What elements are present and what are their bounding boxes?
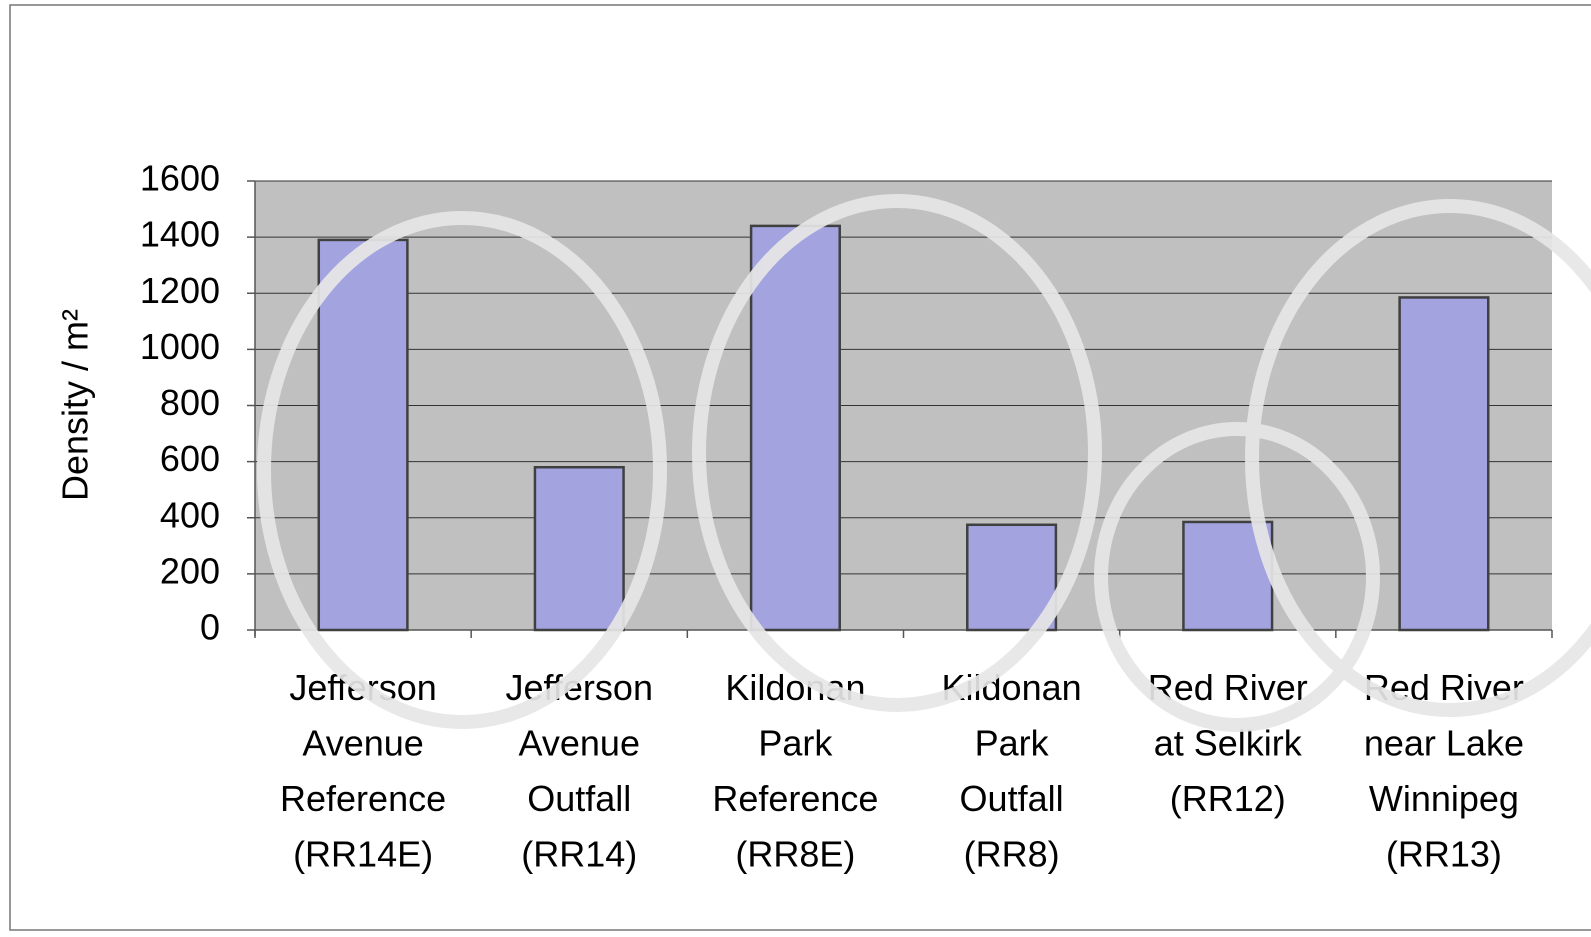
y-tick-label: 1000 [140, 326, 220, 367]
x-tick-label: Red River near Lake Winnipeg (RR13) [1364, 667, 1524, 875]
x-tick-label-line: Avenue [302, 722, 423, 763]
bar [533, 465, 625, 632]
x-tick-label-line: (RR12) [1170, 778, 1286, 819]
x-tick-label-line: (RR14) [521, 833, 637, 874]
y-tick-label: 1400 [140, 214, 220, 255]
y-tick-label: 800 [160, 382, 220, 423]
y-tick-label: 0 [200, 607, 220, 648]
x-tick-label-line: Winnipeg [1369, 778, 1519, 819]
x-tick-label-line: Park [758, 722, 833, 763]
x-tick-label-line: (RR8E) [735, 833, 855, 874]
highlight-ellipse [1245, 199, 1591, 717]
y-tick-label: 400 [160, 494, 220, 535]
y-tick-label: 1600 [140, 158, 220, 199]
x-tick-label: Jefferson Avenue Reference (RR14E) [280, 667, 446, 875]
highlight-ellipse [692, 194, 1102, 712]
x-tick-label-line: Reference [712, 778, 878, 819]
x-tick-label-line: Reference [280, 778, 446, 819]
x-tick-label: Red River at Selkirk (RR12) [1148, 667, 1308, 819]
annotations [257, 194, 1591, 732]
x-tick-label-line: near Lake [1364, 722, 1524, 763]
frame [9, 4, 1591, 931]
bar [966, 523, 1058, 632]
x-tick-label-line: (RR14E) [293, 833, 433, 874]
highlight-ellipse [257, 211, 667, 729]
bar [317, 238, 409, 632]
x-tick-label-line: Outfall [960, 778, 1064, 819]
highlight-ellipse [1094, 422, 1380, 732]
x-tick-label: Kildonan Park Outfall (RR8) [942, 667, 1082, 875]
bar [749, 224, 841, 632]
y-axis-label: Density / m² [55, 309, 96, 501]
x-tick-label-line: (RR8) [964, 833, 1060, 874]
x-tick-label-line: Avenue [519, 722, 640, 763]
x-tick-label-line: Park [975, 722, 1050, 763]
bar [1398, 296, 1490, 632]
y-tick-label: 1200 [140, 270, 220, 311]
x-tick-label: Jefferson Avenue Outfall (RR14) [506, 667, 653, 875]
x-tick-label-line: (RR13) [1386, 833, 1502, 874]
x-tick-label-line: Outfall [527, 778, 631, 819]
y-tick-label: 600 [160, 438, 220, 479]
y-tick-label: 200 [160, 550, 220, 591]
